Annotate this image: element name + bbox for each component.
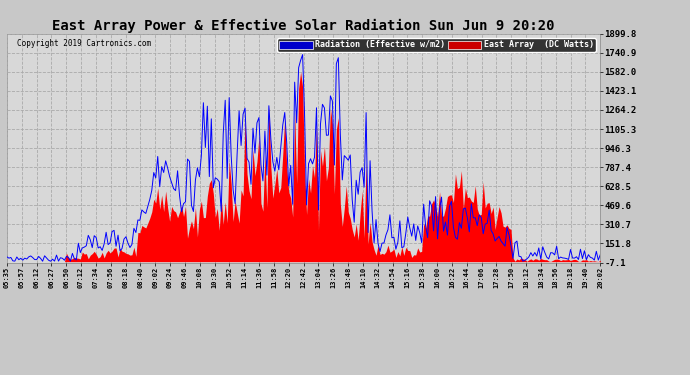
Text: Copyright 2019 Cartronics.com: Copyright 2019 Cartronics.com bbox=[17, 39, 151, 48]
Title: East Array Power & Effective Solar Radiation Sun Jun 9 20:20: East Array Power & Effective Solar Radia… bbox=[52, 18, 555, 33]
Legend: Radiation (Effective w/m2), East Array  (DC Watts): Radiation (Effective w/m2), East Array (… bbox=[277, 38, 596, 52]
